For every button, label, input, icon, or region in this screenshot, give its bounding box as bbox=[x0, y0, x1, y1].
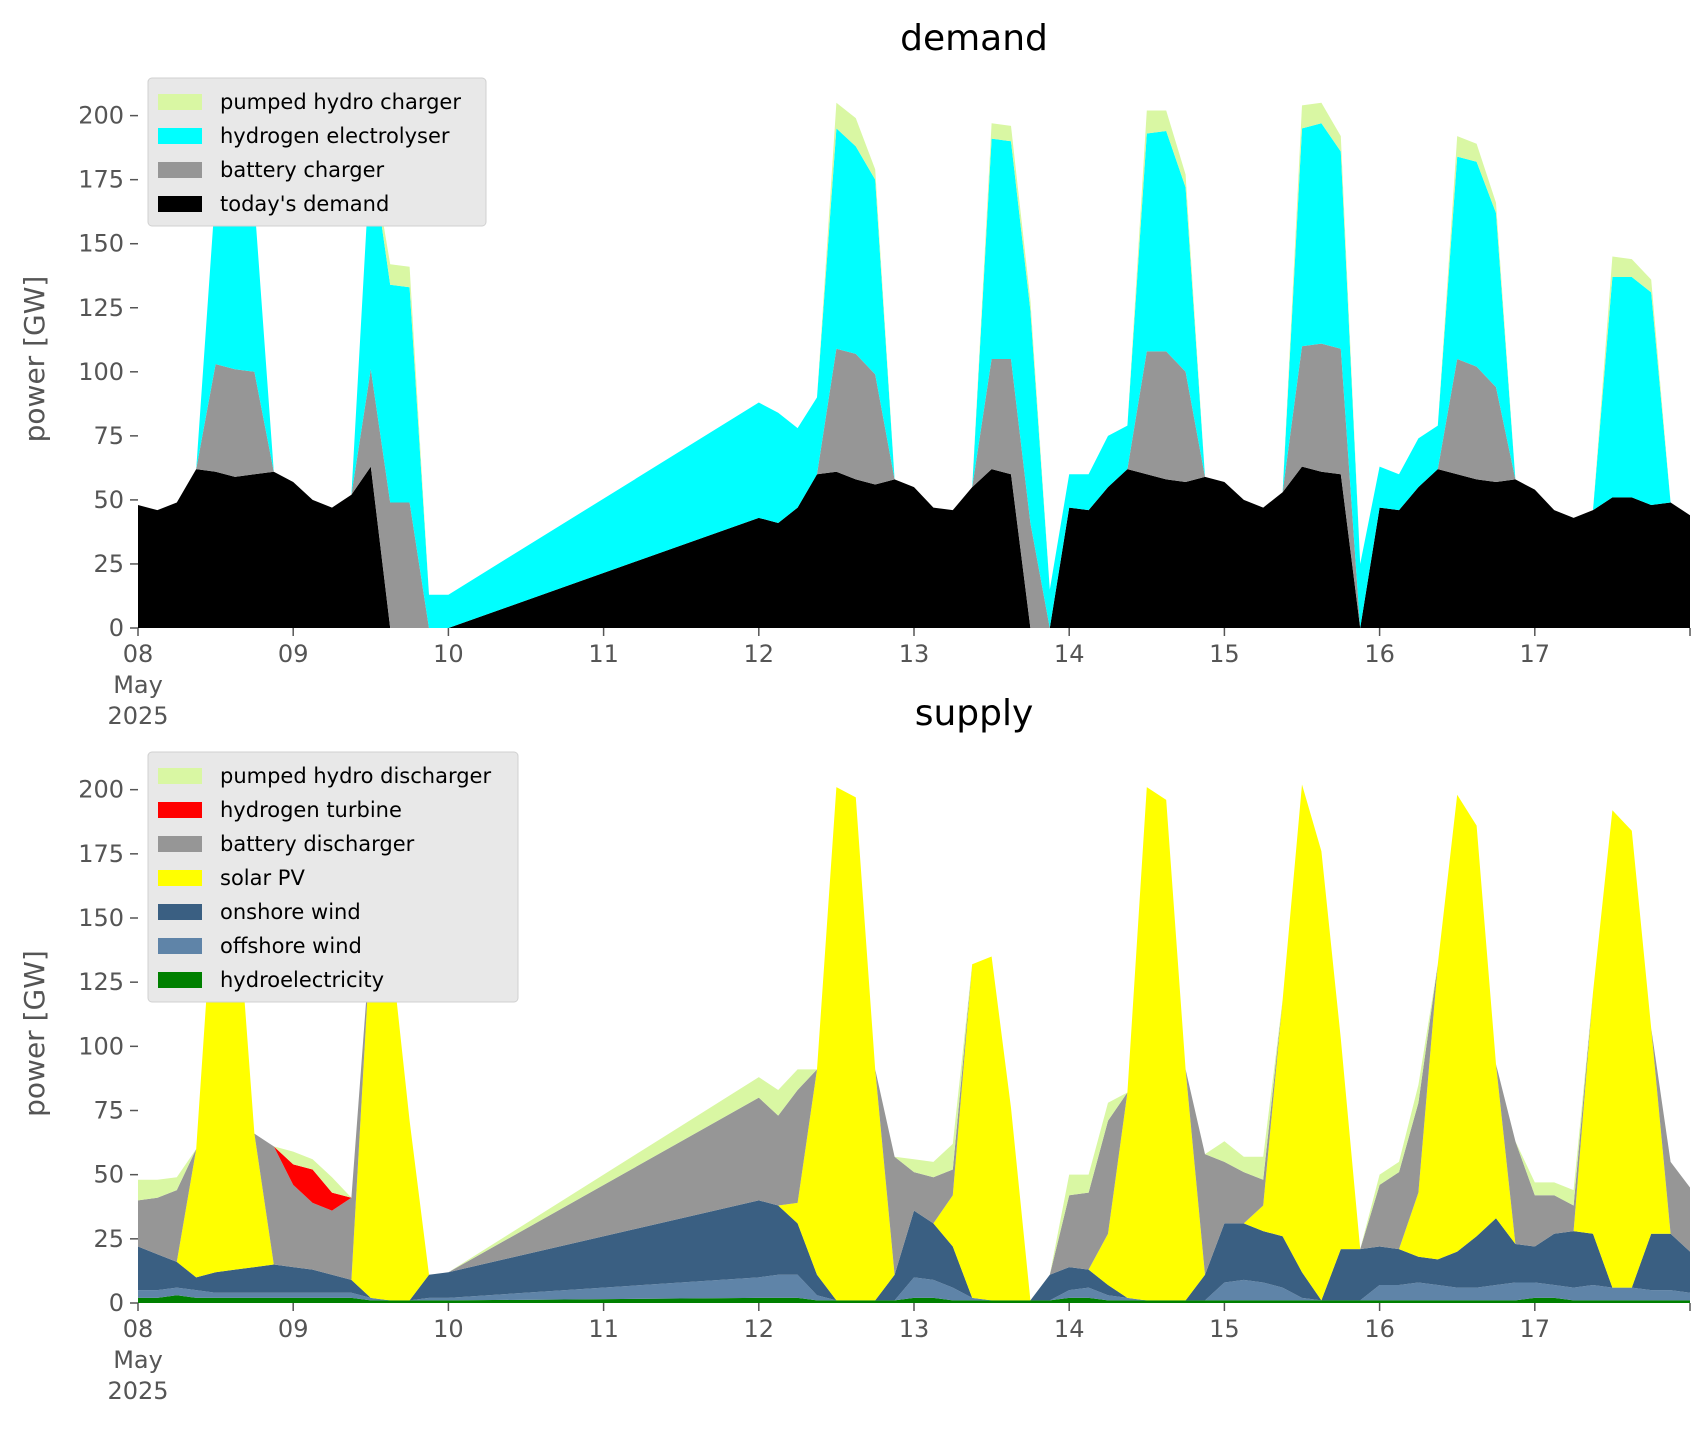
legend-label-pumped-hydro-discharger: pumped hydro discharger bbox=[220, 764, 491, 788]
x-tick-label: 14 bbox=[1054, 1315, 1085, 1343]
x-tick-label: 16 bbox=[1364, 640, 1395, 668]
x-tick-label: 16 bbox=[1364, 1315, 1395, 1343]
x-tick-label: 09 bbox=[278, 640, 309, 668]
y-tick-label: 150 bbox=[78, 904, 124, 932]
x-tick-label: 17 bbox=[1520, 640, 1551, 668]
x-tick-label: May bbox=[113, 1346, 163, 1374]
y-tick-label: 200 bbox=[78, 102, 124, 130]
x-tick-label: 12 bbox=[744, 640, 775, 668]
x-tick-label: 13 bbox=[899, 1315, 930, 1343]
y-tick-label: 0 bbox=[109, 614, 124, 642]
y-axis-label: power [GW] bbox=[18, 950, 51, 1117]
x-tick-label: 11 bbox=[588, 640, 619, 668]
y-tick-label: 100 bbox=[78, 1032, 124, 1060]
legend-label-battery-discharger: battery discharger bbox=[220, 832, 415, 856]
y-tick-label: 100 bbox=[78, 358, 124, 386]
legend-swatch-onshore-wind bbox=[158, 904, 202, 920]
area-offshore-wind bbox=[138, 1274, 1690, 1301]
legend-label-battery-charger: battery charger bbox=[220, 158, 385, 182]
area-today-s-demand bbox=[138, 466, 1690, 628]
area-solar-pv bbox=[138, 784, 1690, 1301]
x-tick-label: 08 bbox=[123, 640, 154, 668]
y-tick-label: 25 bbox=[93, 1225, 124, 1253]
legend-swatch-pumped-hydro-discharger bbox=[158, 768, 202, 784]
y-tick-label: 0 bbox=[109, 1289, 124, 1317]
demand-chart: demand 0 25 50 75 100 125 150 175 200 power [GW] 08… bbox=[18, 18, 1691, 730]
y-tick-label: 175 bbox=[78, 840, 124, 868]
legend-label-hydrogen-turbine: hydrogen turbine bbox=[220, 798, 402, 822]
y-tick-label: 25 bbox=[93, 550, 124, 578]
area-battery-discharger bbox=[138, 784, 1690, 1301]
area-onshore-wind bbox=[138, 1200, 1690, 1301]
y-tick-label: 200 bbox=[78, 776, 124, 804]
x-tick-label: 2025 bbox=[107, 702, 168, 730]
supply-chart: supply 0 25 50 75 100 125 150 175 200 power [GW] 08… bbox=[18, 693, 1691, 1405]
y-tick-label: 75 bbox=[93, 422, 124, 450]
legend: pumped hydro discharger hydrogen turbine b… bbox=[147, 751, 519, 1003]
legend-box bbox=[147, 77, 487, 227]
x-tick-label: 10 bbox=[433, 1315, 464, 1343]
y-tick-label: 125 bbox=[78, 968, 124, 996]
legend-swatch-hydrogen-electrolyser bbox=[158, 128, 202, 144]
legend-swatch-solar-pv bbox=[158, 870, 202, 886]
x-tick-label: 08 bbox=[123, 1315, 154, 1343]
legend-label-hydrogen-electrolyser: hydrogen electrolyser bbox=[220, 124, 450, 148]
y-axis: 0 25 50 75 100 125 150 175 200 power [GW] bbox=[18, 776, 138, 1317]
area-series-group bbox=[138, 784, 1690, 1303]
legend-swatch-battery-charger bbox=[158, 162, 202, 178]
legend-label-solar-pv: solar PV bbox=[220, 866, 305, 890]
legend-swatch-hydrogen-turbine bbox=[158, 802, 202, 818]
y-tick-label: 125 bbox=[78, 294, 124, 322]
x-tick-label: May bbox=[113, 671, 163, 699]
legend: pumped hydro charger hydrogen electrolyse… bbox=[147, 77, 487, 227]
area-hydroelectricity bbox=[138, 1295, 1690, 1303]
legend-label-onshore-wind: onshore wind bbox=[220, 900, 361, 924]
y-tick-label: 150 bbox=[78, 230, 124, 258]
legend-label-today-s-demand: today's demand bbox=[220, 192, 389, 216]
y-tick-label: 75 bbox=[93, 1097, 124, 1125]
x-tick-label: 15 bbox=[1209, 1315, 1240, 1343]
legend-swatch-battery-discharger bbox=[158, 836, 202, 852]
x-tick-label: 14 bbox=[1054, 640, 1085, 668]
y-axis-label: power [GW] bbox=[18, 276, 51, 443]
x-axis: 08 May 2025 09 10 11 12 13 14 15 16 17 bbox=[107, 628, 1691, 730]
x-tick-label: 09 bbox=[278, 1315, 309, 1343]
legend-label-offshore-wind: offshore wind bbox=[220, 934, 362, 958]
area-hydrogen-electrolyser bbox=[138, 123, 1690, 629]
legend-swatch-hydroelectricity bbox=[158, 972, 202, 988]
x-tick-label: 15 bbox=[1209, 640, 1240, 668]
x-tick-label: 11 bbox=[588, 1315, 619, 1343]
y-tick-label: 50 bbox=[93, 1161, 124, 1189]
y-tick-label: 50 bbox=[93, 486, 124, 514]
x-tick-label: 12 bbox=[744, 1315, 775, 1343]
legend-box bbox=[147, 751, 519, 1003]
area-series-group bbox=[138, 102, 1690, 629]
legend-swatch-today-s-demand bbox=[158, 196, 202, 212]
chart-title: supply bbox=[915, 693, 1034, 734]
area-battery-charger bbox=[138, 343, 1690, 628]
y-axis: 0 25 50 75 100 125 150 175 200 power [GW] bbox=[18, 102, 138, 642]
x-tick-label: 10 bbox=[433, 640, 464, 668]
y-tick-label: 175 bbox=[78, 166, 124, 194]
legend-swatch-pumped-hydro-charger bbox=[158, 94, 202, 110]
legend-label-pumped-hydro-charger: pumped hydro charger bbox=[220, 90, 461, 114]
chart-title: demand bbox=[900, 18, 1048, 59]
legend-swatch-offshore-wind bbox=[158, 938, 202, 954]
x-tick-label: 17 bbox=[1520, 1315, 1551, 1343]
x-tick-label: 13 bbox=[899, 640, 930, 668]
x-tick-label: 2025 bbox=[107, 1377, 168, 1405]
x-axis: 08 May 2025 09 10 11 12 13 14 15 16 17 bbox=[107, 1303, 1691, 1405]
legend-label-hydroelectricity: hydroelectricity bbox=[220, 968, 384, 992]
